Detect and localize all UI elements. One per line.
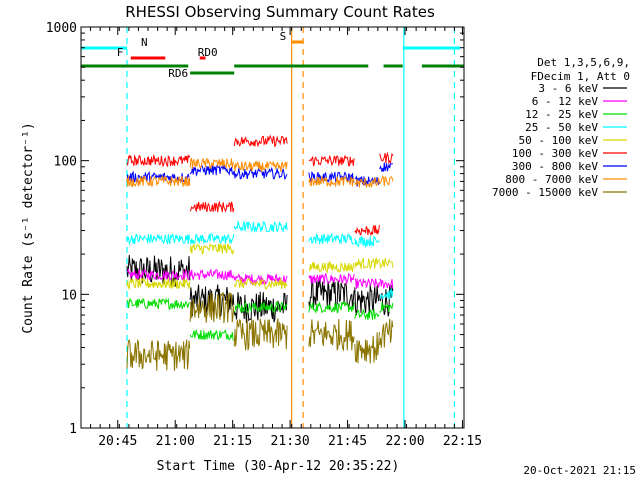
series-line <box>126 292 394 371</box>
x-tick-label: 22:15 <box>443 434 482 449</box>
series-line <box>126 162 394 187</box>
legend-label: 7000 - 15000 keV <box>492 186 598 199</box>
chart-title: RHESSI Observing Summary Count Rates <box>125 3 435 21</box>
legend-label: 50 - 100 keV <box>519 134 599 147</box>
flag-label: F <box>117 46 124 59</box>
legend-label: 25 - 50 keV <box>525 121 598 134</box>
x-tick-label: 21:45 <box>328 434 367 449</box>
series-line <box>126 297 394 341</box>
series-line <box>126 157 394 188</box>
x-tick-label: 22:00 <box>385 434 424 449</box>
x-axis-label: Start Time (30-Apr-12 20:35:22) <box>157 459 400 474</box>
y-tick-label: 100 <box>54 155 77 170</box>
y-tick-label: 1000 <box>46 21 77 36</box>
plot-area: N F RD0 RD6 S <box>81 27 464 428</box>
x-axis: 20:45 21:00 21:15 21:30 21:45 22:00 22:15 <box>80 27 482 449</box>
legend-header: FDecim 1, Att 0 <box>531 70 630 83</box>
flag-label: RD0 <box>198 46 218 59</box>
flag-label: RD6 <box>168 67 188 80</box>
legend-label: 12 - 25 keV <box>525 108 598 121</box>
x-tick-label: 21:15 <box>213 434 252 449</box>
legend-label: 3 - 6 keV <box>538 82 598 95</box>
x-tick-label: 21:30 <box>271 434 310 449</box>
flag-label: S <box>280 30 287 43</box>
flag-label: N <box>141 36 148 49</box>
legend-label: 800 - 7000 keV <box>505 173 598 186</box>
series-line <box>126 242 394 291</box>
x-tick-label: 21:00 <box>156 434 195 449</box>
x-tick-label: 20:45 <box>98 434 137 449</box>
series-line <box>126 134 394 237</box>
y-tick-label: 1 <box>69 422 77 437</box>
legend: Det 1,3,5,6,9,FDecim 1, Att 03 - 6 keV6 … <box>492 56 630 199</box>
series-line <box>126 220 394 300</box>
legend-label: 300 - 800 keV <box>512 160 598 173</box>
y-axis: 1 10 100 1000 <box>46 21 464 437</box>
legend-header: Det 1,3,5,6,9, <box>537 56 630 69</box>
y-tick-label: 10 <box>61 288 77 303</box>
footer-timestamp: 20-Oct-2021 21:15 <box>523 464 636 477</box>
legend-label: 6 - 12 keV <box>532 95 599 108</box>
y-axis-label: Count Rate (s⁻¹ detector⁻¹) <box>21 122 36 333</box>
legend-label: 100 - 300 keV <box>512 147 598 160</box>
